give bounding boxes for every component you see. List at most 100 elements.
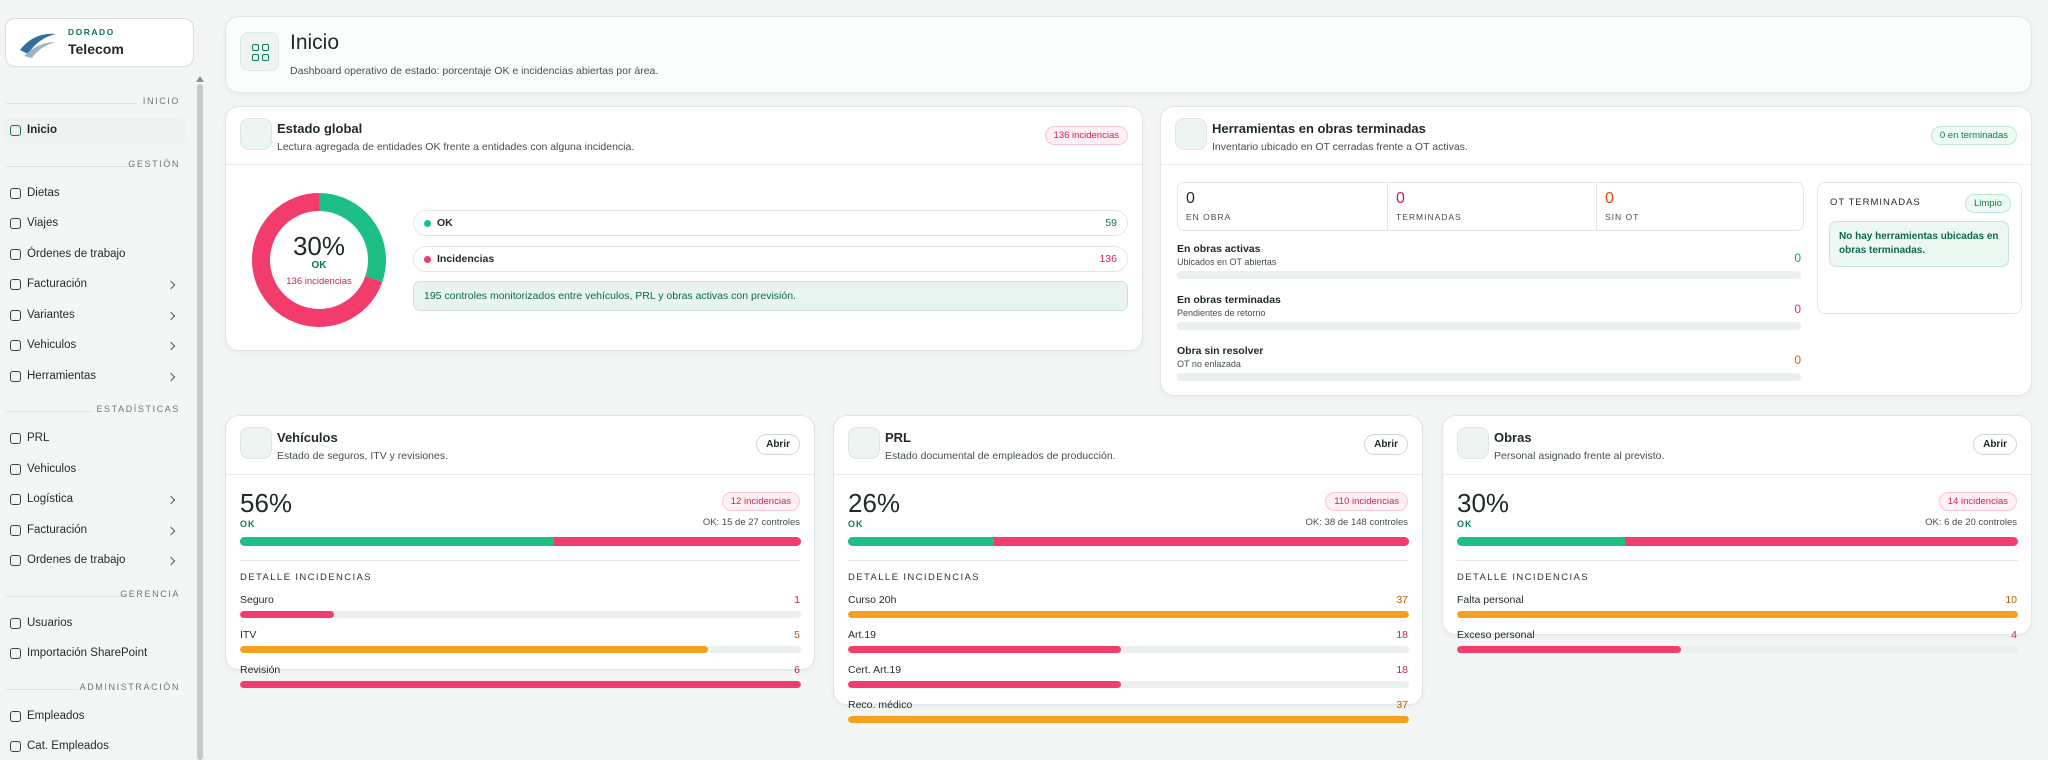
nav-icon bbox=[10, 710, 21, 722]
section-line bbox=[6, 595, 122, 597]
area-percent: 56% bbox=[240, 488, 293, 518]
status-value: 136 bbox=[1099, 253, 1117, 265]
item-fill bbox=[848, 611, 1409, 618]
area-status: OK bbox=[1457, 519, 1473, 529]
item-label: Revisión bbox=[240, 664, 281, 676]
item-label: Reco. médico bbox=[848, 699, 913, 711]
nav-item[interactable]: Vehiculos bbox=[4, 457, 186, 483]
item-track bbox=[848, 611, 1409, 618]
stat-value: 0 bbox=[1396, 190, 1405, 207]
card-title: Obras bbox=[1494, 430, 1532, 445]
section-title: ADMINISTRACIÓN bbox=[79, 681, 180, 692]
nav-label: PRL bbox=[27, 432, 50, 444]
item-label: Curso 20h bbox=[848, 594, 897, 606]
nav-item[interactable]: Dietas bbox=[4, 181, 186, 207]
ok-track bbox=[1457, 537, 2018, 546]
section-title: GESTIÓN bbox=[128, 158, 180, 169]
nav-icon bbox=[10, 741, 21, 752]
nav-item[interactable]: Viajes bbox=[4, 211, 186, 237]
area-summary: OK: 15 de 27 controles bbox=[702, 517, 800, 528]
incident-badge: 136 incidencias bbox=[1044, 126, 1128, 145]
card-subtitle: Estado de seguros, ITV y revisiones. bbox=[277, 450, 448, 462]
ok-fill bbox=[240, 537, 555, 546]
nav-chevron bbox=[166, 280, 176, 290]
scroll-arrow bbox=[196, 76, 204, 82]
item-label: Falta personal bbox=[1457, 594, 1524, 606]
nav-label: Importación SharePoint bbox=[27, 647, 148, 659]
nav-item[interactable]: Ordenes de trabajo bbox=[4, 548, 186, 574]
card-divider bbox=[226, 474, 814, 475]
nav-item[interactable]: Inicio bbox=[4, 118, 186, 144]
nav-label: Variantes bbox=[27, 308, 75, 321]
ok-fill bbox=[848, 537, 994, 546]
open-button[interactable]: Abrir bbox=[1973, 434, 2017, 455]
nav-item[interactable]: Usuarios bbox=[4, 611, 186, 637]
tool-row-subtitle: Pendientes de retorno bbox=[1177, 308, 1266, 318]
section-line bbox=[6, 165, 130, 167]
nav-item[interactable]: PRL bbox=[4, 426, 186, 452]
status-dot bbox=[424, 220, 431, 227]
area-percent: 26% bbox=[848, 488, 901, 518]
panel: OT TERMINADAS Limpio No hay herramientas u… bbox=[1817, 182, 2022, 314]
nav-chevron bbox=[166, 556, 176, 566]
section-line bbox=[6, 688, 77, 690]
nav-icon bbox=[10, 187, 21, 199]
nav-icon bbox=[10, 279, 21, 290]
nav-label: Facturación bbox=[27, 278, 88, 290]
area-summary: OK: 38 de 148 controles bbox=[1305, 517, 1408, 528]
nav-item[interactable]: Órdenes de trabajo bbox=[4, 242, 186, 268]
detail-title: DETALLE INCIDENCIAS bbox=[240, 572, 373, 583]
card-subtitle: Inventario ubicado en OT cerradas frente… bbox=[1212, 141, 1468, 153]
global-card: Estado global Lectura agregada de entidad… bbox=[225, 106, 1143, 351]
nav-item[interactable]: Importación SharePoint bbox=[4, 641, 186, 667]
item-value: 37 bbox=[1396, 594, 1408, 606]
nav-label: Logística bbox=[27, 493, 74, 505]
sidebar: DORADO Telecom INICIO Inicio GESTIÓN Dietas Vi… bbox=[0, 0, 196, 760]
area-status: OK bbox=[848, 519, 864, 529]
ok-track bbox=[848, 537, 1409, 546]
nav-item[interactable]: Facturación bbox=[4, 518, 186, 544]
nav-item[interactable]: Variantes bbox=[4, 303, 186, 329]
nav-icon bbox=[10, 309, 21, 321]
nav-icon bbox=[10, 494, 21, 505]
donut-detail: 136 incidencias bbox=[286, 276, 352, 287]
area-summary: OK: 6 de 20 controles bbox=[1925, 517, 2017, 528]
status-value: 59 bbox=[1105, 217, 1117, 229]
nav-label: Empleados bbox=[27, 709, 85, 722]
item-label: ITV bbox=[240, 629, 257, 641]
item-value: 18 bbox=[1396, 664, 1408, 676]
section-title: ESTADÍSTICAS bbox=[96, 404, 180, 414]
nav-item[interactable]: Vehiculos bbox=[4, 333, 186, 359]
card-divider bbox=[226, 164, 1142, 165]
open-button[interactable]: Abrir bbox=[756, 434, 800, 455]
card-subtitle: Lectura agregada de entidades OK frente … bbox=[277, 141, 635, 153]
item-value: 37 bbox=[1396, 699, 1408, 711]
section-line bbox=[6, 411, 92, 412]
status-row: Incidencias 136 bbox=[413, 246, 1128, 272]
detail-title: DETALLE INCIDENCIAS bbox=[848, 572, 981, 583]
stat-value: 0 bbox=[1186, 190, 1195, 207]
nav-item[interactable]: Logística bbox=[4, 487, 186, 513]
tool-row-title: Obra sin resolver bbox=[1177, 345, 1264, 357]
scrollbar bbox=[197, 84, 203, 760]
open-button[interactable]: Abrir bbox=[1364, 434, 1408, 455]
nav-item[interactable]: Facturación bbox=[4, 272, 186, 298]
card-icon bbox=[240, 427, 272, 459]
stat-label: TERMINADAS bbox=[1396, 212, 1462, 222]
nav-item[interactable]: Herramientas bbox=[4, 364, 186, 390]
card-icon bbox=[240, 118, 272, 150]
brand-tag: DORADO bbox=[68, 27, 115, 37]
nav-icon bbox=[10, 433, 21, 444]
item-track bbox=[240, 646, 801, 653]
item-fill bbox=[848, 681, 1121, 688]
panel-badge: Limpio bbox=[1965, 194, 2011, 213]
nav-label: Herramientas bbox=[27, 369, 97, 382]
nav-item[interactable]: Cat. Empleados bbox=[4, 734, 186, 760]
brand: DORADO Telecom bbox=[5, 18, 194, 67]
item-track bbox=[848, 681, 1409, 688]
nav-item[interactable]: Empleados bbox=[4, 704, 186, 730]
item-fill bbox=[240, 681, 801, 688]
tool-row-title: En obras activas bbox=[1177, 243, 1261, 255]
item-fill bbox=[1457, 646, 1682, 653]
detail-title: DETALLE INCIDENCIAS bbox=[1457, 572, 1590, 583]
